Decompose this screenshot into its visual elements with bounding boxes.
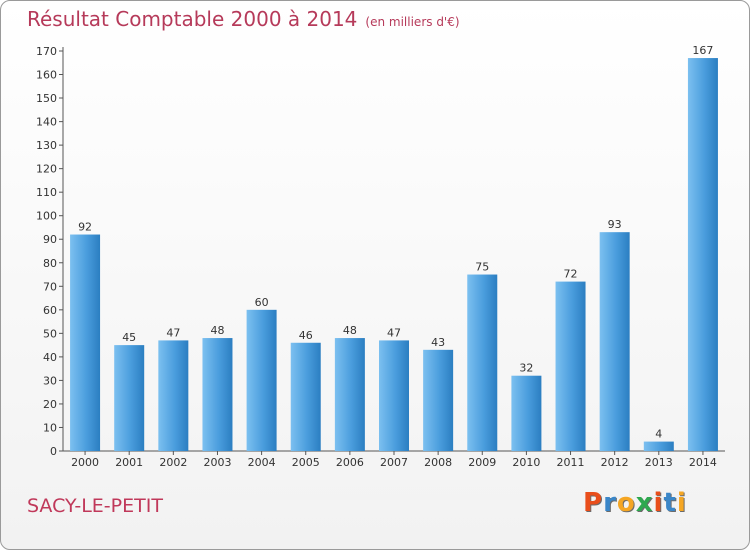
chart-title: Résultat Comptable 2000 à 2014 (en millie… bbox=[27, 7, 460, 31]
chart-subtitle: (en milliers d'€) bbox=[365, 15, 460, 29]
y-tick-label: 50 bbox=[43, 327, 57, 340]
data-label: 92 bbox=[78, 221, 92, 234]
chart-title-text: Résultat Comptable 2000 à 2014 bbox=[27, 7, 358, 31]
x-tick-label: 2003 bbox=[203, 456, 231, 469]
proxiti-logo: Proxiti bbox=[583, 488, 687, 518]
y-tick-label: 160 bbox=[36, 69, 57, 82]
bar bbox=[643, 441, 674, 451]
y-tick-label: 60 bbox=[43, 304, 57, 317]
x-tick-label: 2013 bbox=[645, 456, 673, 469]
x-tick-label: 2007 bbox=[380, 456, 408, 469]
logo-letter: o bbox=[616, 488, 636, 518]
bar bbox=[687, 58, 718, 451]
logo-letter: i bbox=[653, 488, 664, 518]
y-tick-label: 120 bbox=[36, 163, 57, 176]
data-label: 45 bbox=[122, 331, 136, 344]
logo-letter: P bbox=[583, 488, 604, 518]
y-tick-label: 20 bbox=[43, 398, 57, 411]
bar bbox=[467, 274, 498, 451]
y-tick-label: 130 bbox=[36, 139, 57, 152]
x-tick-label: 2006 bbox=[336, 456, 364, 469]
x-tick-label: 2004 bbox=[248, 456, 276, 469]
chart-labels: 2000 92 2001 45 2002 47 2003 48 2004 60 2005 46 2006… bbox=[71, 44, 717, 469]
commune-name: SACY-LE-PETIT bbox=[27, 495, 163, 517]
bar bbox=[70, 234, 101, 451]
data-label: 72 bbox=[564, 268, 578, 281]
y-tick-label: 110 bbox=[36, 186, 57, 199]
bar bbox=[202, 338, 233, 451]
bar bbox=[599, 232, 630, 451]
data-label: 47 bbox=[166, 326, 180, 339]
bar bbox=[511, 375, 542, 451]
logo-letter: t bbox=[663, 488, 677, 518]
data-label: 46 bbox=[299, 329, 313, 342]
logo-letter: r bbox=[603, 488, 617, 518]
bar bbox=[379, 340, 409, 451]
data-label: 48 bbox=[343, 324, 357, 337]
data-label: 93 bbox=[608, 218, 622, 231]
y-tick-label: 140 bbox=[36, 116, 57, 129]
bar bbox=[334, 338, 365, 451]
bar bbox=[246, 309, 277, 451]
y-tick-label: 170 bbox=[36, 45, 57, 58]
y-tick-label: 0 bbox=[50, 445, 57, 458]
y-tick-label: 70 bbox=[43, 280, 57, 293]
y-tick-label: 150 bbox=[36, 92, 57, 105]
x-tick-label: 2001 bbox=[115, 456, 143, 469]
data-label: 75 bbox=[475, 261, 489, 274]
data-label: 48 bbox=[210, 324, 224, 337]
chart-bars bbox=[70, 58, 718, 451]
chart-axes: 0 10 20 30 40 50 60 70 80 90 100 110 120 130 140 150 160… bbox=[36, 45, 725, 458]
x-tick-label: 2011 bbox=[557, 456, 585, 469]
logo-letter: i bbox=[676, 488, 687, 518]
bar bbox=[158, 340, 189, 451]
logo-letter: x bbox=[635, 488, 654, 518]
y-tick-label: 100 bbox=[36, 210, 57, 223]
data-label: 47 bbox=[387, 326, 401, 339]
x-tick-label: 2014 bbox=[689, 456, 717, 469]
data-label: 167 bbox=[692, 44, 713, 57]
data-label: 4 bbox=[655, 428, 662, 441]
x-tick-label: 2000 bbox=[71, 456, 99, 469]
bar bbox=[423, 349, 454, 451]
x-tick-label: 2008 bbox=[424, 456, 452, 469]
y-tick-label: 40 bbox=[43, 351, 57, 364]
x-tick-label: 2002 bbox=[159, 456, 187, 469]
y-tick-label: 90 bbox=[43, 233, 57, 246]
y-tick-label: 80 bbox=[43, 257, 57, 270]
bar bbox=[555, 281, 586, 451]
y-tick-label: 10 bbox=[43, 421, 57, 434]
x-tick-label: 2010 bbox=[512, 456, 540, 469]
data-label: 43 bbox=[431, 336, 445, 349]
data-label: 60 bbox=[255, 296, 269, 309]
bar bbox=[114, 345, 145, 451]
x-tick-label: 2009 bbox=[468, 456, 496, 469]
y-tick-label: 30 bbox=[43, 374, 57, 387]
x-tick-label: 2012 bbox=[601, 456, 629, 469]
bar bbox=[290, 342, 321, 451]
data-label: 32 bbox=[519, 362, 533, 375]
x-tick-label: 2005 bbox=[292, 456, 320, 469]
